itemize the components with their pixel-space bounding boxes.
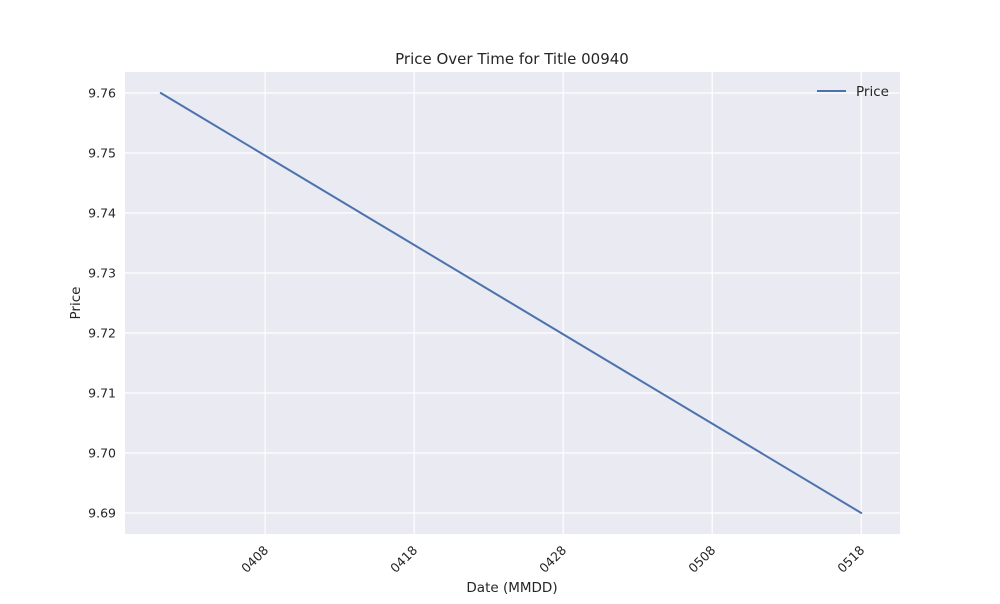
x-tick-labels: 0408 0418 0428 0508 0518 xyxy=(238,542,867,575)
y-tick-label: 9.71 xyxy=(88,386,116,401)
x-tick-label: 0518 xyxy=(834,542,867,575)
y-tick-label: 9.74 xyxy=(88,206,116,221)
series-layer xyxy=(159,92,863,514)
series-line-price xyxy=(159,92,863,514)
y-tick-label: 9.70 xyxy=(88,446,116,461)
x-axis-label: Date (MMDD) xyxy=(466,580,557,596)
y-tick-label: 9.69 xyxy=(88,506,116,521)
chart-title: Price Over Time for Title 00940 xyxy=(395,50,629,68)
y-tick-labels: 9.69 9.70 9.71 9.72 9.73 9.74 9.75 9.76 xyxy=(88,86,116,521)
legend-label-price: Price xyxy=(856,84,889,100)
y-tick-label: 9.73 xyxy=(88,266,116,281)
y-axis-label: Price xyxy=(68,287,84,320)
x-tick-label: 0428 xyxy=(536,542,569,575)
x-tick-label: 0508 xyxy=(685,542,718,575)
y-tick-label: 9.76 xyxy=(88,86,116,101)
y-tick-label: 9.75 xyxy=(88,146,116,161)
x-tick-label: 0418 xyxy=(387,542,420,575)
y-tick-label: 9.72 xyxy=(88,326,116,341)
grid-lines xyxy=(125,72,900,534)
legend: Price xyxy=(817,84,889,100)
x-tick-label: 0408 xyxy=(238,542,271,575)
